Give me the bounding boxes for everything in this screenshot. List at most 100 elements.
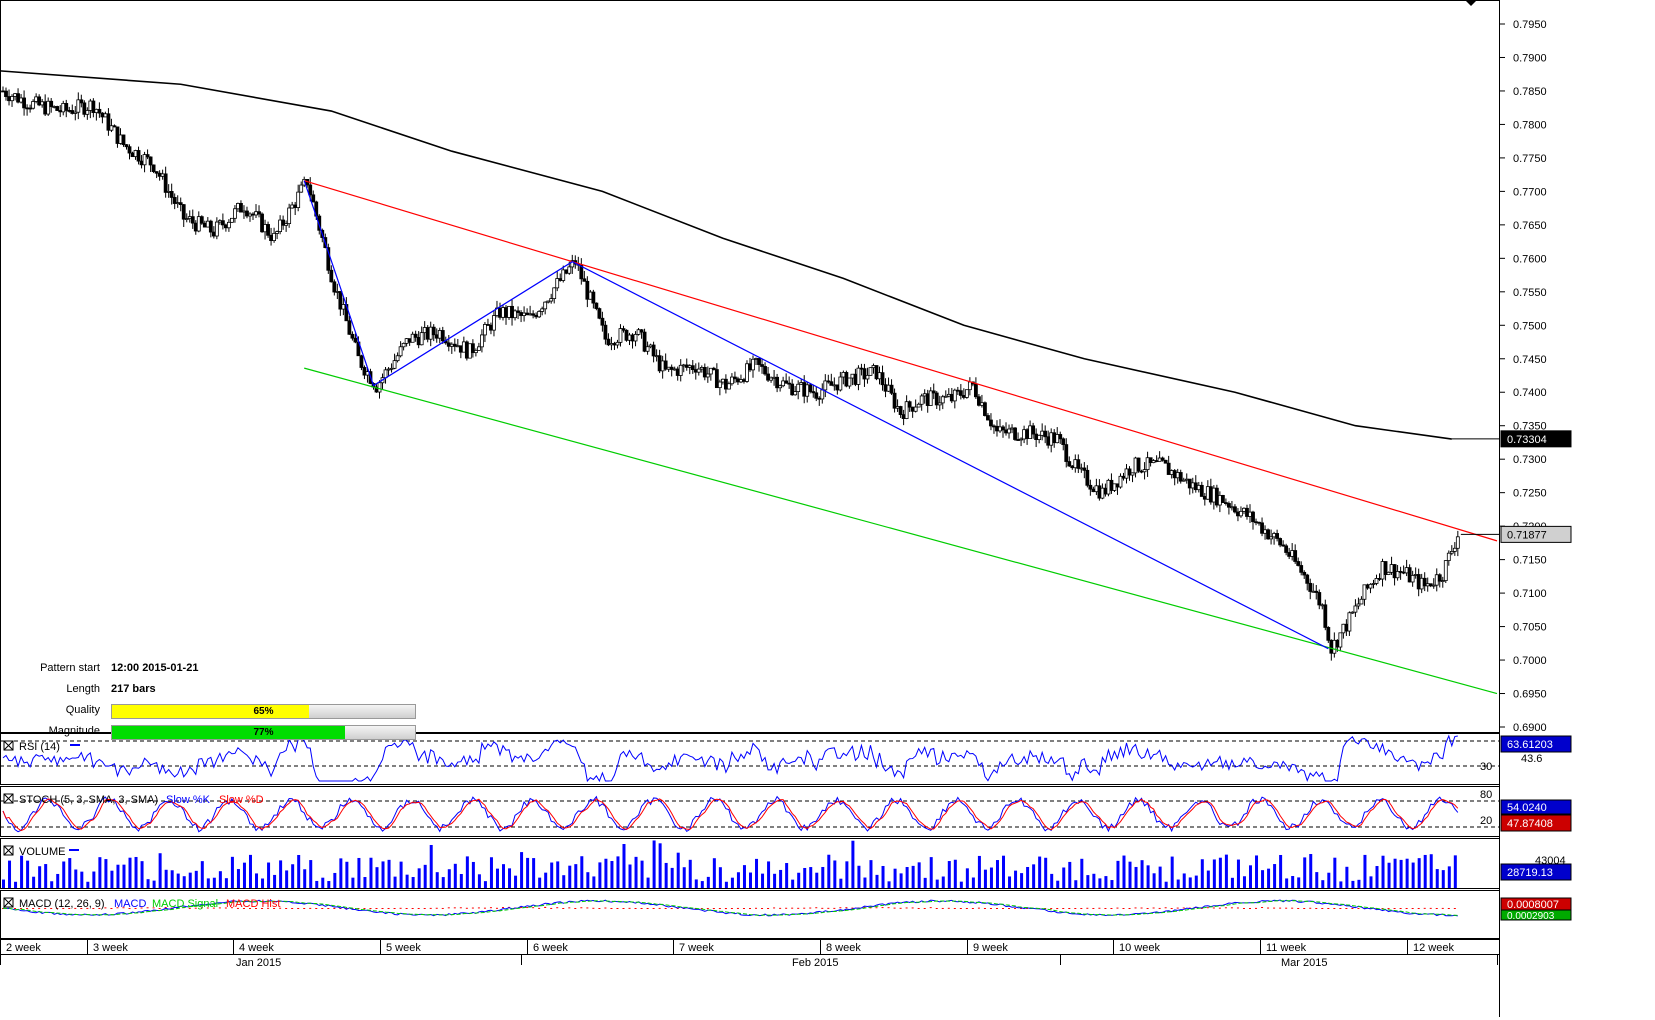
macd-legend-hist: MACD Hist bbox=[226, 898, 280, 910]
candle-body bbox=[606, 338, 611, 346]
candle-body bbox=[1404, 567, 1409, 574]
candle-body bbox=[449, 343, 454, 347]
candle-body bbox=[470, 343, 475, 354]
volume-bar bbox=[1435, 869, 1439, 888]
volume-bar bbox=[1050, 873, 1054, 888]
candle-body bbox=[1067, 461, 1072, 467]
candle-body bbox=[1389, 564, 1394, 573]
macd-hist-bar bbox=[755, 907, 758, 909]
candle-body bbox=[401, 342, 406, 348]
candle-body bbox=[187, 216, 192, 219]
candle-body bbox=[214, 221, 219, 237]
candle-body bbox=[175, 202, 180, 205]
candle-body bbox=[1145, 457, 1150, 471]
macd-hist-bar bbox=[1327, 908, 1330, 909]
candle-body bbox=[1211, 487, 1216, 503]
rsi-pane-frame bbox=[0, 733, 1500, 785]
macd-hist-bar bbox=[411, 908, 414, 909]
macd-hist-bar bbox=[122, 907, 125, 909]
macd-hist-bar bbox=[965, 908, 968, 909]
volume-bar bbox=[369, 857, 373, 888]
candle-body bbox=[1302, 571, 1307, 576]
candle-body bbox=[1335, 639, 1340, 648]
macd-hist-bar bbox=[953, 908, 956, 909]
volume-bar bbox=[610, 861, 614, 888]
candle-body bbox=[55, 106, 60, 111]
macd-hist-bar bbox=[363, 908, 366, 909]
candle-body bbox=[937, 402, 942, 406]
price-tick-label: 0.7800 bbox=[1513, 119, 1547, 131]
candle-body bbox=[1064, 444, 1069, 462]
macd-hist-bar bbox=[580, 907, 583, 909]
volume-bar bbox=[755, 858, 759, 888]
candle-body bbox=[190, 216, 195, 224]
candle-body bbox=[1088, 484, 1093, 490]
candle-body bbox=[913, 406, 918, 412]
candle-body bbox=[1410, 575, 1415, 583]
candle-body bbox=[588, 291, 593, 300]
volume-bar bbox=[887, 881, 891, 888]
candle-body bbox=[133, 150, 138, 158]
volume-bar bbox=[1248, 865, 1252, 888]
candle-body bbox=[835, 384, 840, 391]
candle-body bbox=[778, 385, 783, 389]
candle-body bbox=[43, 101, 48, 115]
volume-bar bbox=[1170, 856, 1174, 888]
candle-body bbox=[1353, 605, 1358, 613]
volume-bar bbox=[261, 878, 265, 888]
candle-body bbox=[1118, 475, 1123, 488]
candle-body bbox=[708, 367, 713, 375]
candle-body bbox=[317, 215, 322, 231]
candle-body bbox=[627, 334, 632, 341]
candle-body bbox=[46, 100, 51, 115]
volume-bar bbox=[1164, 881, 1168, 888]
candle-body bbox=[720, 378, 725, 383]
candle-body bbox=[1163, 459, 1168, 464]
macd-hist-bar bbox=[80, 908, 83, 909]
macd-hist-bar bbox=[1297, 908, 1300, 909]
candle-body bbox=[1070, 465, 1075, 469]
macd-hist-bar bbox=[273, 908, 276, 909]
candle-body bbox=[1046, 436, 1051, 446]
candle-body bbox=[329, 269, 334, 283]
candle-body bbox=[290, 204, 295, 209]
candle-body bbox=[245, 210, 249, 217]
macd-hist-bar bbox=[544, 906, 547, 908]
candle-body bbox=[919, 395, 924, 405]
macd-hist-bar bbox=[670, 908, 673, 909]
candle-body bbox=[22, 97, 26, 109]
macd-hist-bar bbox=[248, 908, 251, 909]
volume-bar bbox=[797, 872, 801, 888]
volume-bar bbox=[1152, 873, 1156, 888]
volume-bar bbox=[923, 877, 927, 888]
macd-hist-bar bbox=[447, 907, 450, 909]
candle-body bbox=[477, 346, 481, 351]
candle-body bbox=[431, 326, 436, 336]
candle-body bbox=[1251, 511, 1255, 523]
macd-hist-bar bbox=[14, 908, 17, 909]
candle-body bbox=[1383, 561, 1388, 575]
macd-hist-bar bbox=[1206, 907, 1209, 909]
candle-body bbox=[1431, 584, 1436, 587]
candle-body bbox=[1184, 478, 1189, 481]
macd-hist-bar bbox=[700, 908, 703, 909]
candle-body bbox=[163, 173, 168, 193]
volume-bar bbox=[56, 873, 60, 888]
volume-bar bbox=[140, 861, 144, 888]
volume-bar bbox=[953, 859, 957, 888]
volume-bar bbox=[863, 877, 867, 888]
candle-body bbox=[549, 298, 554, 302]
volume-bar bbox=[929, 857, 933, 888]
candle-body bbox=[952, 389, 957, 402]
candle-body bbox=[648, 344, 653, 348]
volume-bar bbox=[74, 869, 78, 888]
candle-body bbox=[1031, 425, 1036, 435]
price-tick-label: 0.7650 bbox=[1513, 220, 1547, 232]
macd-hist-bar bbox=[26, 908, 29, 909]
macd-hist-bar bbox=[586, 907, 589, 909]
candle-body bbox=[13, 93, 17, 97]
volume-bar bbox=[851, 840, 855, 888]
candle-body bbox=[257, 211, 261, 215]
candle-body bbox=[1371, 583, 1376, 585]
candle-body bbox=[148, 156, 153, 166]
